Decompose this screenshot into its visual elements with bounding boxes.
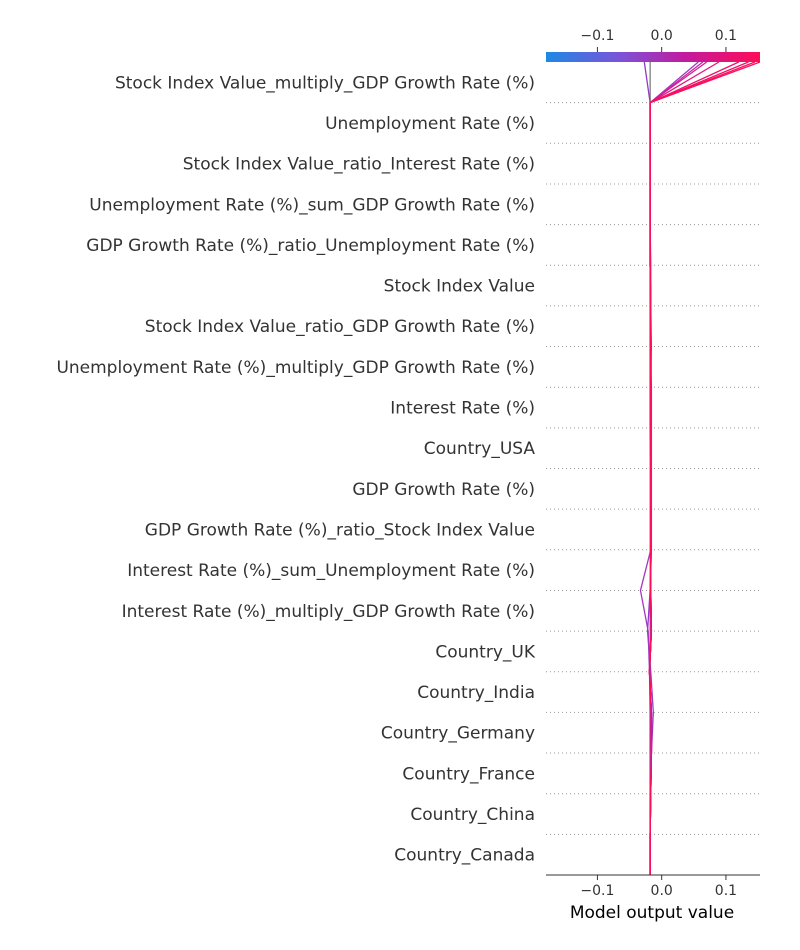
decision-paths: [639, 61, 761, 875]
feature-label-17: Country_France: [402, 764, 535, 784]
feature-label-6: Stock Index Value_ratio_GDP Growth Rate …: [145, 317, 535, 337]
feature-label-4: GDP Growth Rate (%)_ratio_Unemployment R…: [86, 236, 535, 256]
feature-label-7: Unemployment Rate (%)_multiply_GDP Growt…: [56, 358, 535, 378]
bottom-axis: −0.1 0.0 0.1: [580, 875, 737, 899]
decision-path-2: [639, 61, 699, 875]
top-tick-label-1: 0.0: [651, 28, 673, 44]
feature-labels: Stock Index Value_multiply_GDP Growth Ra…: [56, 73, 535, 865]
decision-path-5: [648, 61, 720, 875]
feature-label-0: Stock Index Value_multiply_GDP Growth Ra…: [115, 73, 535, 93]
bottom-tick-label-2: 0.1: [715, 883, 737, 899]
colorbar: [546, 52, 760, 62]
feature-label-2: Stock Index Value_ratio_Interest Rate (%…: [183, 155, 535, 175]
feature-label-8: Interest Rate (%): [390, 399, 535, 419]
feature-label-19: Country_Canada: [394, 846, 535, 866]
feature-label-15: Country_India: [417, 683, 535, 703]
feature-label-11: GDP Growth Rate (%)_ratio_Stock Index Va…: [145, 520, 535, 540]
feature-label-12: Interest Rate (%)_sum_Unemployment Rate …: [127, 561, 535, 581]
feature-label-9: Country_USA: [424, 439, 536, 459]
decision-path-9: [648, 61, 761, 875]
bottom-tick-label-1: 0.0: [651, 883, 673, 899]
top-axis: −0.1 0.0 0.1: [580, 28, 737, 52]
top-tick-label-0: −0.1: [580, 28, 614, 44]
feature-label-14: Country_UK: [435, 642, 535, 662]
feature-label-16: Country_Germany: [381, 724, 535, 744]
top-tick-label-2: 0.1: [715, 28, 737, 44]
feature-label-18: Country_China: [410, 805, 535, 825]
feature-label-13: Interest Rate (%)_multiply_GDP Growth Ra…: [122, 602, 535, 622]
feature-label-5: Stock Index Value: [384, 277, 535, 297]
x-axis-title: Model output value: [570, 903, 734, 923]
feature-label-3: Unemployment Rate (%)_sum_GDP Growth Rat…: [89, 195, 535, 215]
feature-label-1: Unemployment Rate (%): [325, 114, 535, 134]
feature-label-10: GDP Growth Rate (%): [352, 480, 535, 500]
bottom-tick-label-0: −0.1: [580, 883, 614, 899]
gridlines: [546, 102, 760, 876]
